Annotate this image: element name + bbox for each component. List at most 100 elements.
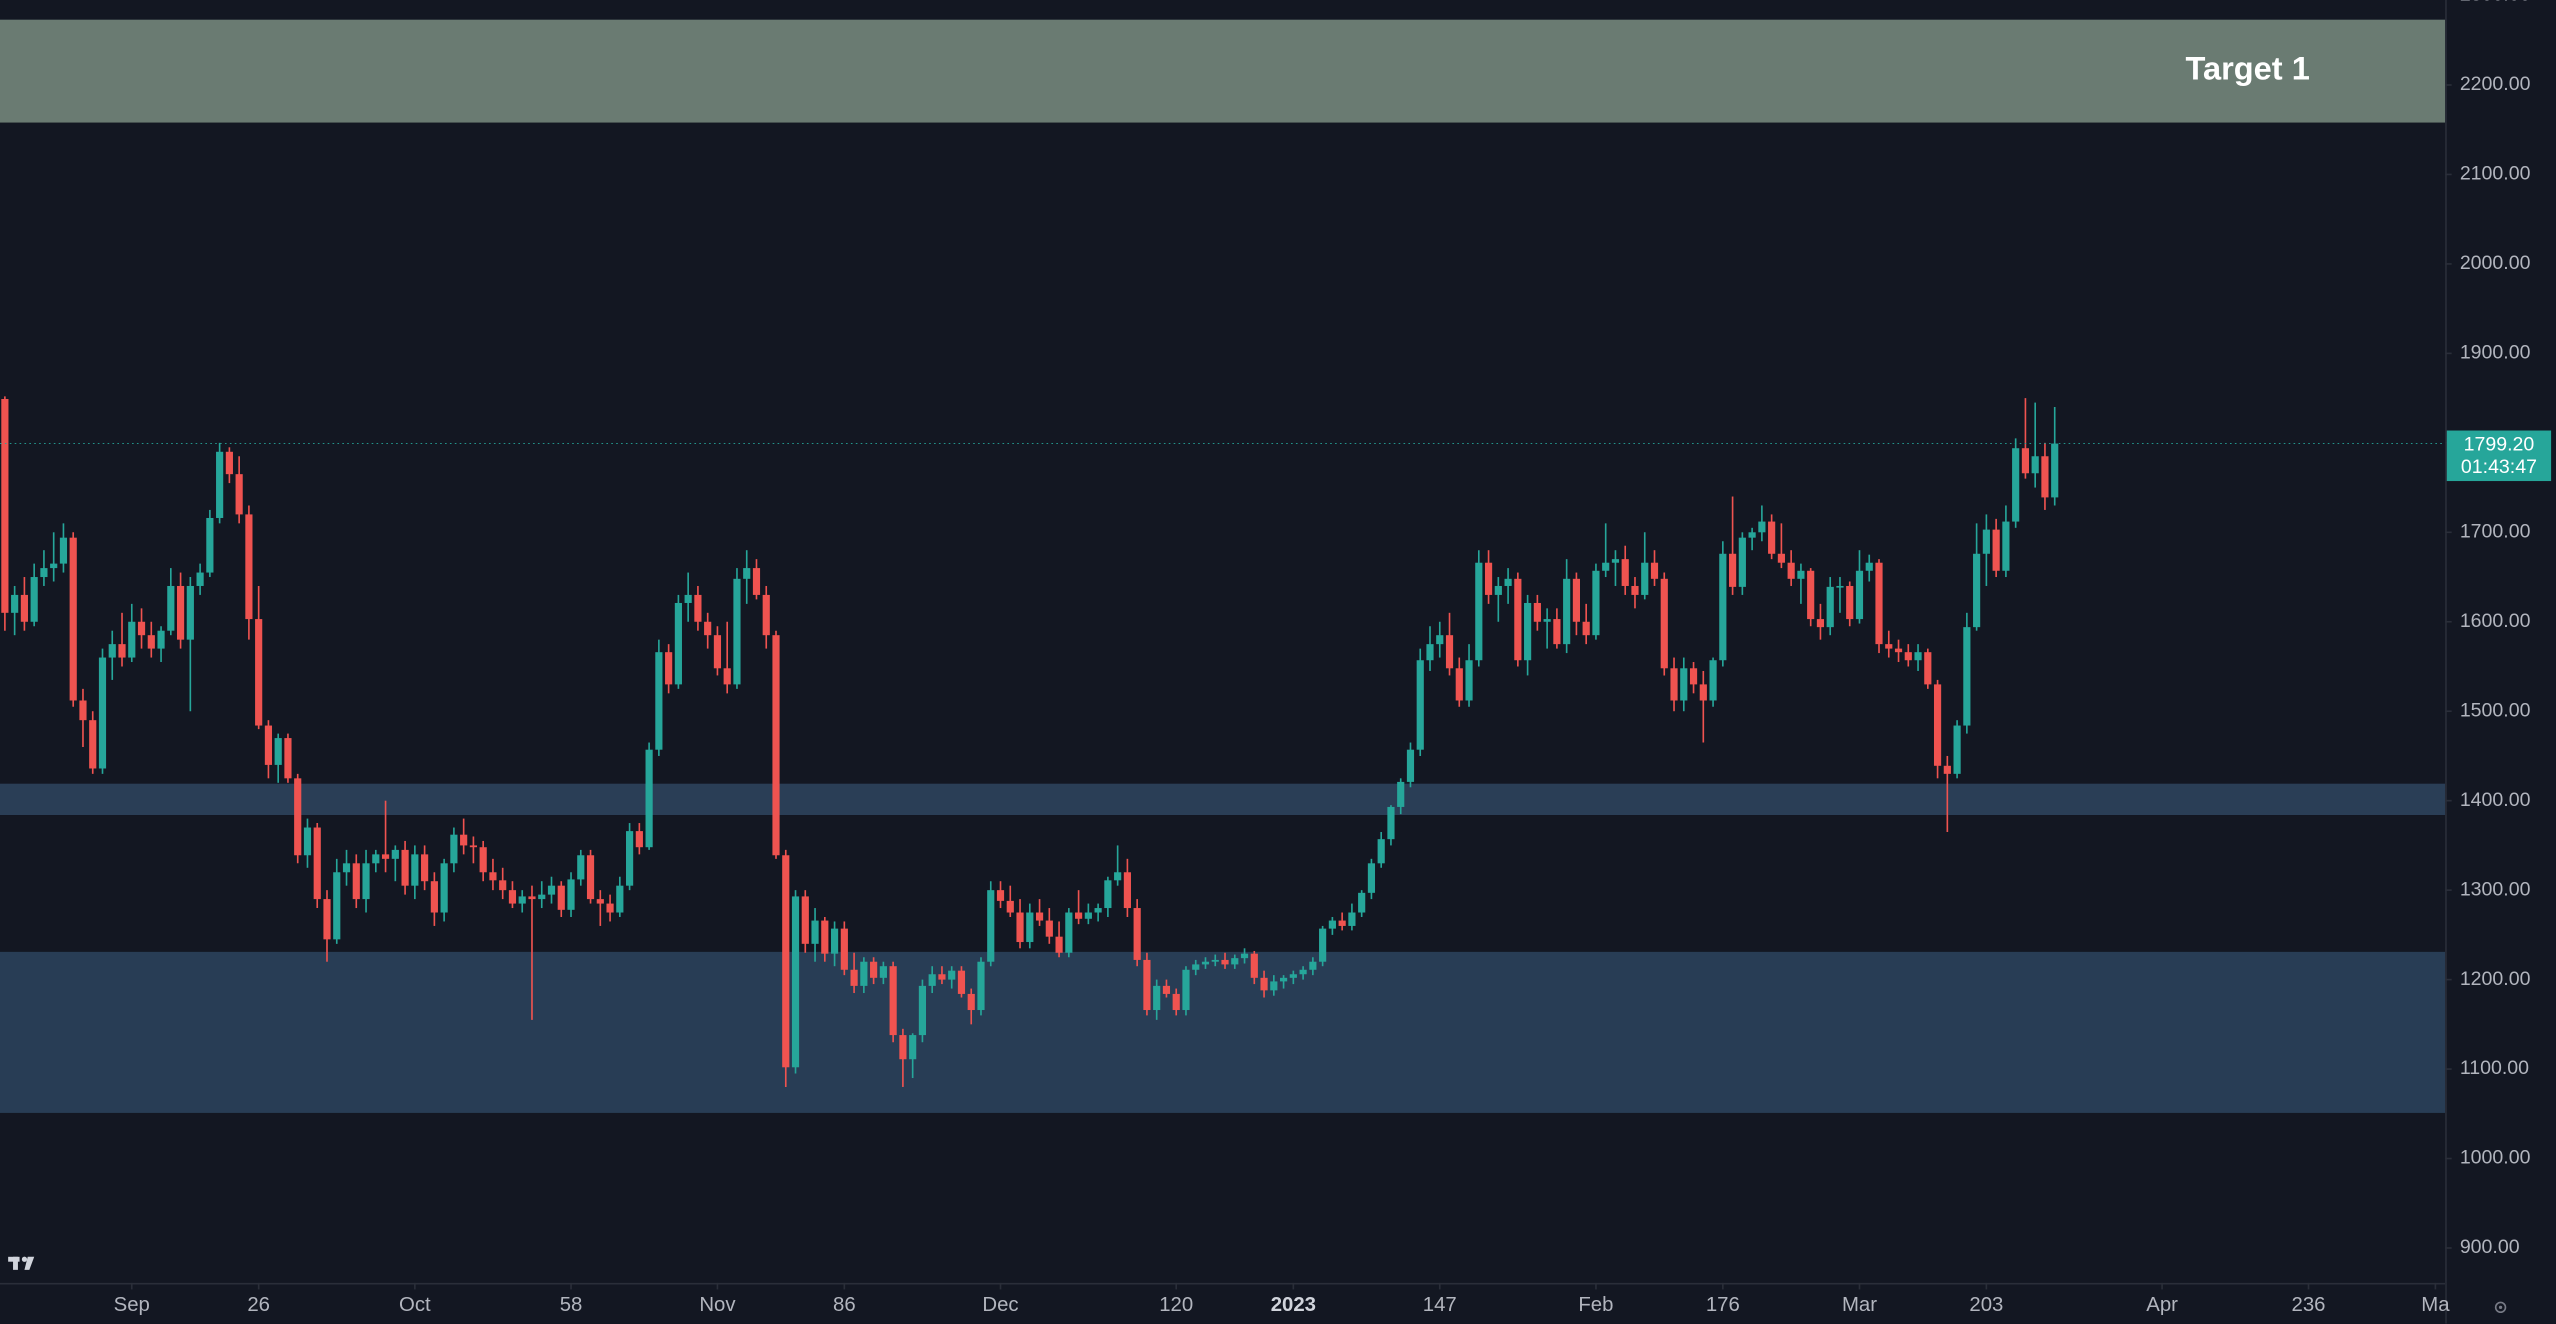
candle-body bbox=[176, 585, 185, 640]
candle-body bbox=[1709, 660, 1717, 701]
candle-body bbox=[1963, 627, 1971, 726]
candle-body bbox=[323, 899, 331, 940]
candle-body bbox=[245, 514, 253, 620]
candle-body bbox=[479, 847, 487, 873]
candle-body bbox=[1611, 559, 1620, 563]
candle-body bbox=[1933, 684, 1942, 766]
candle-body bbox=[1641, 562, 1649, 595]
candle-body bbox=[128, 621, 136, 658]
candle-body bbox=[1348, 912, 1356, 926]
candle-body bbox=[1826, 586, 1834, 628]
candle-body bbox=[1250, 953, 1258, 978]
candle-body bbox=[948, 970, 956, 980]
candle-body bbox=[626, 831, 634, 886]
candle-body bbox=[1270, 981, 1278, 991]
candle-body bbox=[421, 854, 429, 882]
candle-body bbox=[1924, 652, 1932, 685]
candle-body bbox=[1416, 660, 1424, 750]
x-tick-label: 120 bbox=[1159, 1294, 1193, 1316]
candle-body bbox=[1153, 985, 1161, 1011]
candle-body bbox=[1582, 621, 1590, 636]
candle-body bbox=[284, 738, 292, 779]
candle-body bbox=[303, 827, 312, 856]
candle-body bbox=[987, 890, 995, 962]
candle-body bbox=[518, 896, 526, 904]
candle-body bbox=[264, 725, 273, 765]
candle-body bbox=[79, 700, 87, 721]
candle-body bbox=[528, 896, 536, 900]
candle-body bbox=[274, 738, 282, 765]
y-tick-label: 1300.00 bbox=[2460, 878, 2531, 900]
x-tick-label: Dec bbox=[982, 1294, 1018, 1316]
candle-body bbox=[1065, 912, 1073, 953]
candle-body bbox=[713, 635, 722, 669]
candle-body bbox=[1406, 749, 1415, 782]
candle-body bbox=[1319, 928, 1327, 962]
candle-body bbox=[1846, 585, 1854, 620]
x-tick-label: Mar bbox=[1842, 1294, 1877, 1316]
candle-body bbox=[1358, 892, 1366, 913]
candle-body bbox=[938, 974, 946, 980]
candle-body bbox=[840, 928, 848, 970]
x-tick-label: 147 bbox=[1423, 1294, 1457, 1316]
candle-body bbox=[1221, 959, 1229, 965]
candle-body bbox=[1328, 920, 1336, 929]
candle-body bbox=[1445, 635, 1454, 669]
candle-body bbox=[1699, 684, 1707, 701]
candle-body bbox=[1123, 872, 1131, 909]
candle-body bbox=[801, 896, 809, 944]
tv-logo bbox=[8, 1256, 35, 1270]
settings-icon[interactable] bbox=[2494, 1301, 2507, 1314]
candle-body bbox=[918, 985, 927, 1036]
candle-body bbox=[1075, 912, 1083, 919]
candle-body bbox=[50, 563, 58, 569]
candle-body bbox=[557, 885, 565, 910]
candle-body bbox=[1387, 806, 1395, 840]
candle-body bbox=[1982, 529, 1990, 554]
candle-body bbox=[108, 644, 116, 658]
candle-body bbox=[1475, 562, 1483, 661]
y-tick-label: 1500.00 bbox=[2460, 699, 2531, 721]
candle-body bbox=[2002, 521, 2010, 571]
candle-body bbox=[791, 896, 800, 1068]
y-tick-label: 900.00 bbox=[2460, 1236, 2520, 1258]
candle-body bbox=[889, 966, 897, 1036]
candle-body bbox=[821, 920, 829, 954]
x-tick-label: Oct bbox=[399, 1294, 431, 1316]
candle-body bbox=[928, 974, 936, 986]
y-tick-label: 1700.00 bbox=[2460, 520, 2531, 542]
x-tick-label: Nov bbox=[699, 1294, 736, 1316]
candle-body bbox=[1992, 529, 2000, 571]
candle-body bbox=[1865, 562, 1873, 571]
candle-body bbox=[1738, 537, 1746, 587]
candle-body bbox=[996, 890, 1005, 901]
candle-body bbox=[372, 854, 380, 864]
x-tick-label: 2023 bbox=[1271, 1294, 1316, 1316]
candle-body bbox=[665, 652, 673, 685]
candle-body bbox=[1104, 880, 1112, 909]
candle-body bbox=[1973, 553, 1981, 628]
time-axis-panel bbox=[0, 1282, 2446, 1324]
candle-body bbox=[977, 961, 985, 1011]
candle-body bbox=[1240, 953, 1249, 959]
candle-body bbox=[30, 577, 38, 622]
candle-body bbox=[772, 635, 780, 856]
x-tick-label: 26 bbox=[247, 1294, 270, 1316]
candle-body bbox=[1211, 959, 1219, 962]
candle-body bbox=[40, 568, 48, 578]
candle-body bbox=[1055, 936, 1063, 953]
x-tick-label: 86 bbox=[833, 1294, 856, 1316]
candle-body bbox=[1172, 993, 1180, 1011]
candles bbox=[1, 396, 2059, 1087]
y-tick-label: 2300.00 bbox=[2460, 0, 2531, 6]
candle-body bbox=[567, 879, 575, 910]
candle-body bbox=[1621, 559, 1629, 586]
candle-body bbox=[1680, 668, 1688, 701]
candle-body bbox=[1816, 619, 1825, 628]
x-tick-label: Feb bbox=[1578, 1294, 1613, 1316]
candle-body bbox=[1143, 959, 1151, 1011]
candle-body bbox=[1465, 660, 1473, 701]
candle-body bbox=[2031, 456, 2039, 474]
